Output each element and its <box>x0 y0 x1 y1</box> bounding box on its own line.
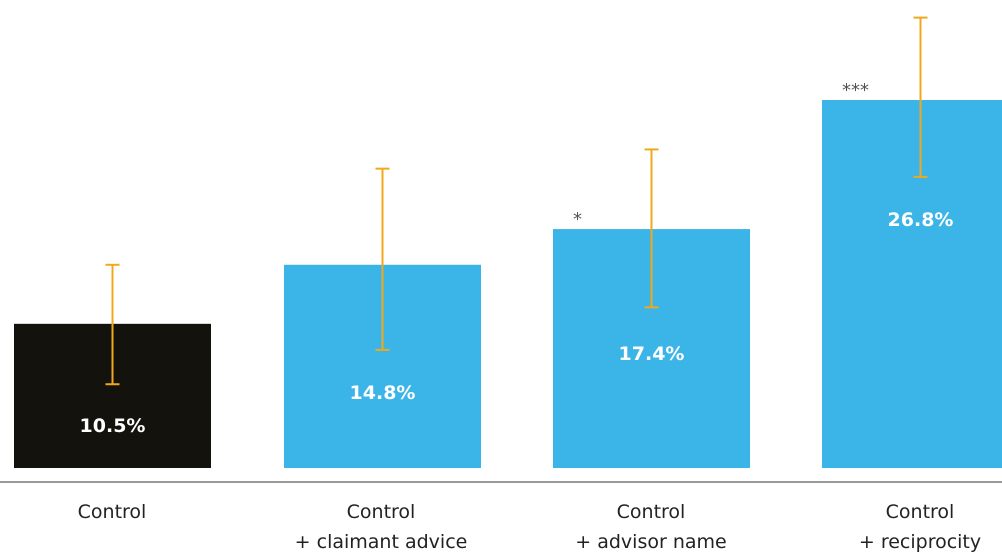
significance-marker-4: *** <box>842 80 869 101</box>
category-label-4: Control + reciprocity <box>859 501 981 553</box>
value-label-2: 14.8% <box>350 382 416 404</box>
category-label-2: Control + claimant advice <box>295 501 468 553</box>
category-label-3: Control + advisor name <box>575 501 726 553</box>
category-label-line: Control <box>886 501 955 523</box>
category-label-line: Control <box>617 501 686 523</box>
error-bar-1 <box>105 263 120 386</box>
value-label-4: 26.8% <box>888 209 954 231</box>
category-labels: Control Control + claimant advice Control + … <box>78 501 981 553</box>
error-bars <box>105 16 928 386</box>
category-label-1: Control <box>78 501 147 523</box>
category-label-line: + reciprocity <box>859 531 981 553</box>
value-label-3: 17.4% <box>619 343 685 365</box>
significance-marker-3: * <box>573 209 582 230</box>
value-label-1: 10.5% <box>80 415 146 437</box>
category-label-line: + claimant advice <box>295 531 468 553</box>
category-label-line: Control <box>78 501 147 523</box>
bar-4 <box>822 100 1002 468</box>
bars <box>14 100 1002 468</box>
error-bar-2 <box>375 167 390 351</box>
value-labels: 10.5% 14.8% 17.4% 26.8% <box>80 209 954 437</box>
error-bar-4 <box>913 16 928 178</box>
error-bar-3 <box>644 148 659 309</box>
significance-markers: **** <box>573 80 869 230</box>
category-label-line: + advisor name <box>575 531 726 553</box>
category-label-line: Control <box>347 501 416 523</box>
